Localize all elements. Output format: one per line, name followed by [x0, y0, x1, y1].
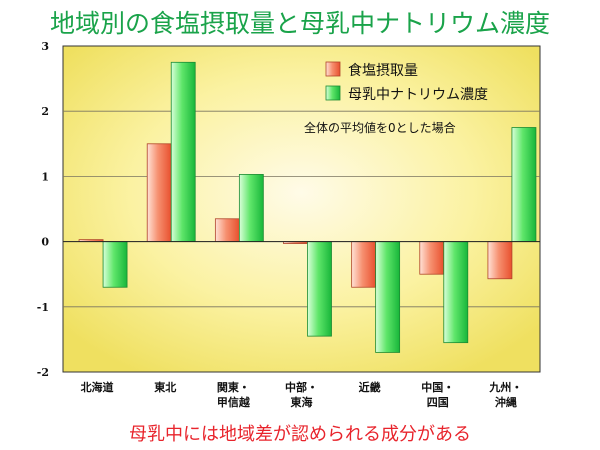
- bar-salt: [351, 241, 377, 288]
- bar-sodium: [307, 241, 332, 337]
- x-category-label: 東海: [291, 395, 313, 409]
- legend-swatch-salt: [325, 61, 341, 77]
- y-tick-label: 0: [41, 236, 49, 249]
- x-category-label: 甲信越: [217, 395, 251, 409]
- x-category-label: 沖縄: [495, 395, 517, 409]
- x-category-label: 中部・: [285, 380, 318, 394]
- x-category-label: 四国: [427, 396, 449, 409]
- y-tick-label: 1: [41, 170, 49, 183]
- chart-annotation: 全体の平均値を0とした場合: [304, 120, 456, 135]
- bar-sodium: [443, 241, 469, 344]
- bar-salt: [419, 241, 445, 275]
- bar-sodium: [102, 241, 128, 288]
- legend: 食塩摂取量 母乳中ナトリウム濃度: [325, 61, 488, 103]
- y-tick-label: -2: [37, 366, 49, 379]
- legend-swatch-sodium: [325, 85, 341, 101]
- y-tick-label: 3: [41, 40, 49, 53]
- bar-salt: [146, 143, 172, 243]
- legend-label-sodium: 母乳中ナトリウム濃度: [348, 87, 488, 103]
- bar-sodium: [170, 61, 196, 243]
- x-category-label: 関東・: [217, 380, 250, 394]
- x-category-label: 北海道: [81, 380, 114, 394]
- x-category-label: 九州・: [488, 380, 522, 394]
- x-category-label: 中国・: [421, 380, 454, 394]
- bar-salt: [214, 218, 240, 242]
- bar-sodium: [238, 174, 264, 242]
- x-category-label: 東北: [154, 380, 176, 394]
- legend-label-salt: 食塩摂取量: [348, 62, 418, 79]
- bar-salt: [487, 241, 513, 280]
- bar-sodium: [511, 127, 537, 242]
- x-category-label: 近畿: [359, 380, 381, 394]
- chart-title: 地域別の食塩摂取量と母乳中ナトリウム濃度: [49, 9, 550, 38]
- y-tick-label: -1: [37, 301, 49, 314]
- bar-sodium: [375, 241, 401, 353]
- chart-caption: 母乳中には地域差が認められる成分がある: [129, 424, 471, 445]
- y-tick-label: 2: [41, 105, 49, 118]
